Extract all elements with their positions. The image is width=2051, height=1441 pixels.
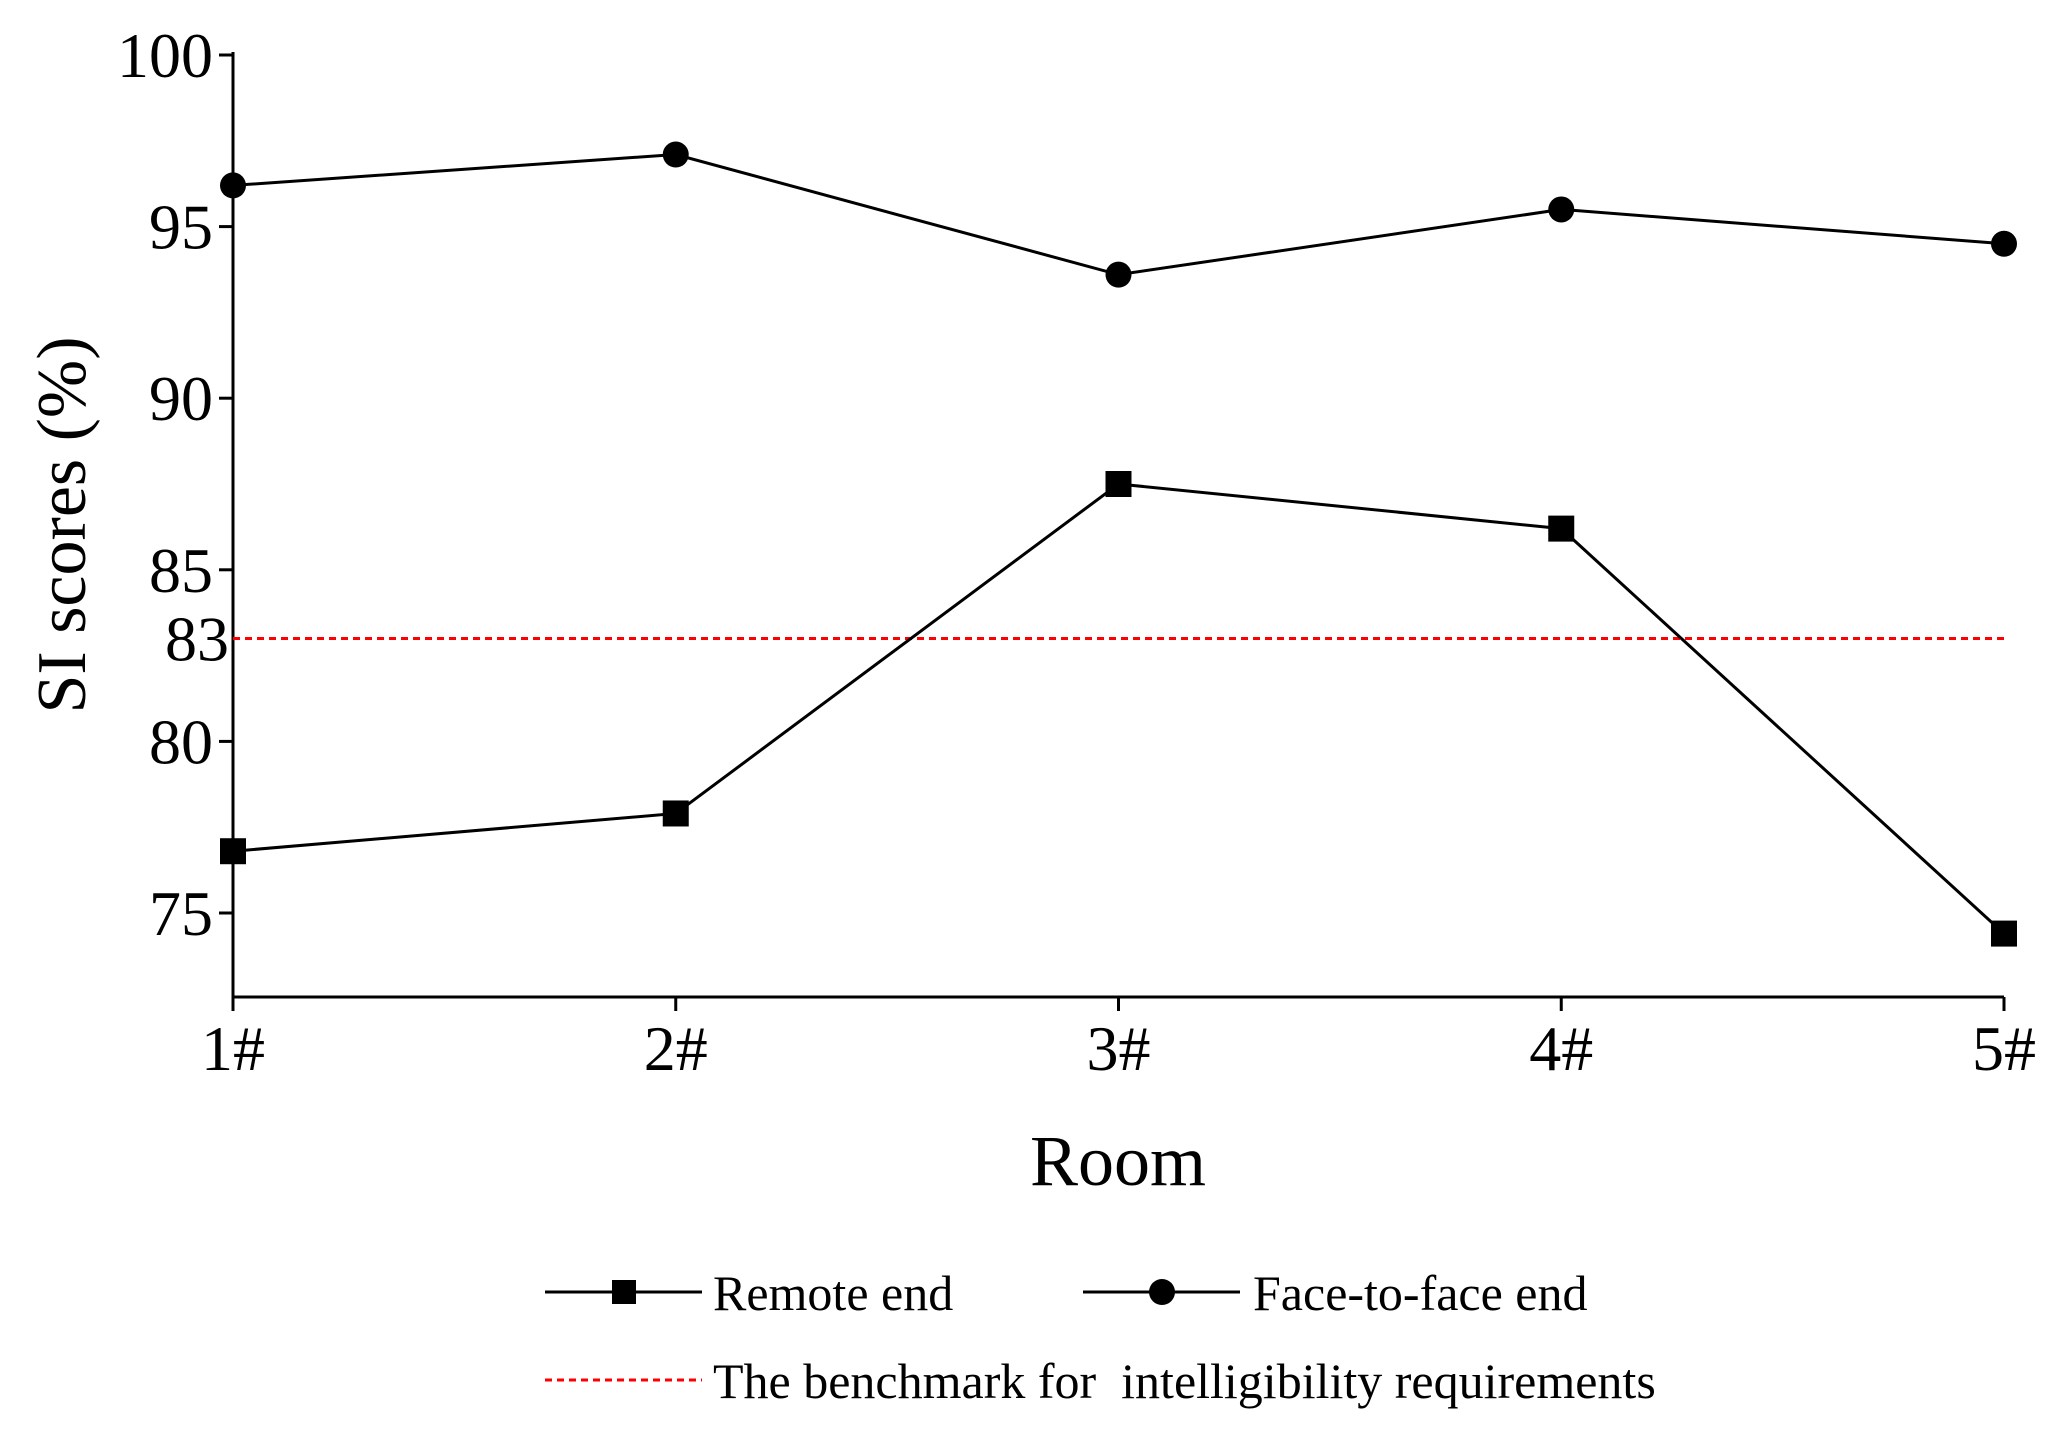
data-point-remote-end <box>220 838 246 865</box>
data-point-remote-end <box>1991 920 2017 947</box>
y-tick-label-benchmark: 83 <box>165 603 229 674</box>
y-tick-label: 90 <box>149 363 213 434</box>
legend-item-face-to-face-end: Face-to-face end <box>1083 1265 1588 1321</box>
series-line-remote-end <box>232 482 2006 935</box>
series-line-face-to-face-end <box>232 153 2005 277</box>
legend-item-remote-end: Remote end <box>545 1265 953 1321</box>
y-tick-label: 95 <box>149 192 213 263</box>
legend-remote-label: Remote end <box>713 1265 953 1321</box>
legend: Remote end Face-to-face end The benchmar… <box>545 1265 1656 1409</box>
data-point-face-to-face-end <box>662 141 689 168</box>
x-ticks: 1# 2# 3# 4# 5# <box>201 997 2036 1084</box>
legend-square-marker <box>612 1280 636 1304</box>
data-point-face-to-face-end <box>1548 196 1575 223</box>
legend-item-benchmark: The benchmark for intelligibility requir… <box>545 1353 1656 1409</box>
data-point-remote-end <box>662 800 689 827</box>
x-tick-label: 2# <box>644 1013 708 1084</box>
x-tick-label: 5# <box>1972 1013 2036 1084</box>
y-tick-label: 100 <box>117 20 213 91</box>
x-tick-label: 1# <box>201 1013 265 1084</box>
data-point-remote-end <box>1548 515 1575 542</box>
data-point-face-to-face-end <box>220 172 246 199</box>
x-tick-label: 3# <box>1087 1013 1151 1084</box>
data-point-face-to-face-end <box>1991 230 2017 257</box>
legend-circle-marker <box>1149 1279 1175 1305</box>
y-tick-label: 75 <box>149 878 213 949</box>
legend-face-label: Face-to-face end <box>1253 1265 1588 1321</box>
data-point-face-to-face-end <box>1105 261 1132 288</box>
legend-benchmark-label: The benchmark for intelligibility requir… <box>713 1353 1656 1409</box>
data-point-remote-end <box>1105 471 1132 497</box>
series-layer <box>220 141 2017 947</box>
y-ticks: 75 80 85 90 95 100 83 <box>117 20 233 949</box>
y-axis-title: SI scores (%) <box>24 336 101 713</box>
y-tick-label: 80 <box>149 706 213 777</box>
y-tick-label: 85 <box>149 535 213 606</box>
x-tick-label: 4# <box>1529 1013 1593 1084</box>
x-axis-title: Room <box>1030 1121 1206 1201</box>
